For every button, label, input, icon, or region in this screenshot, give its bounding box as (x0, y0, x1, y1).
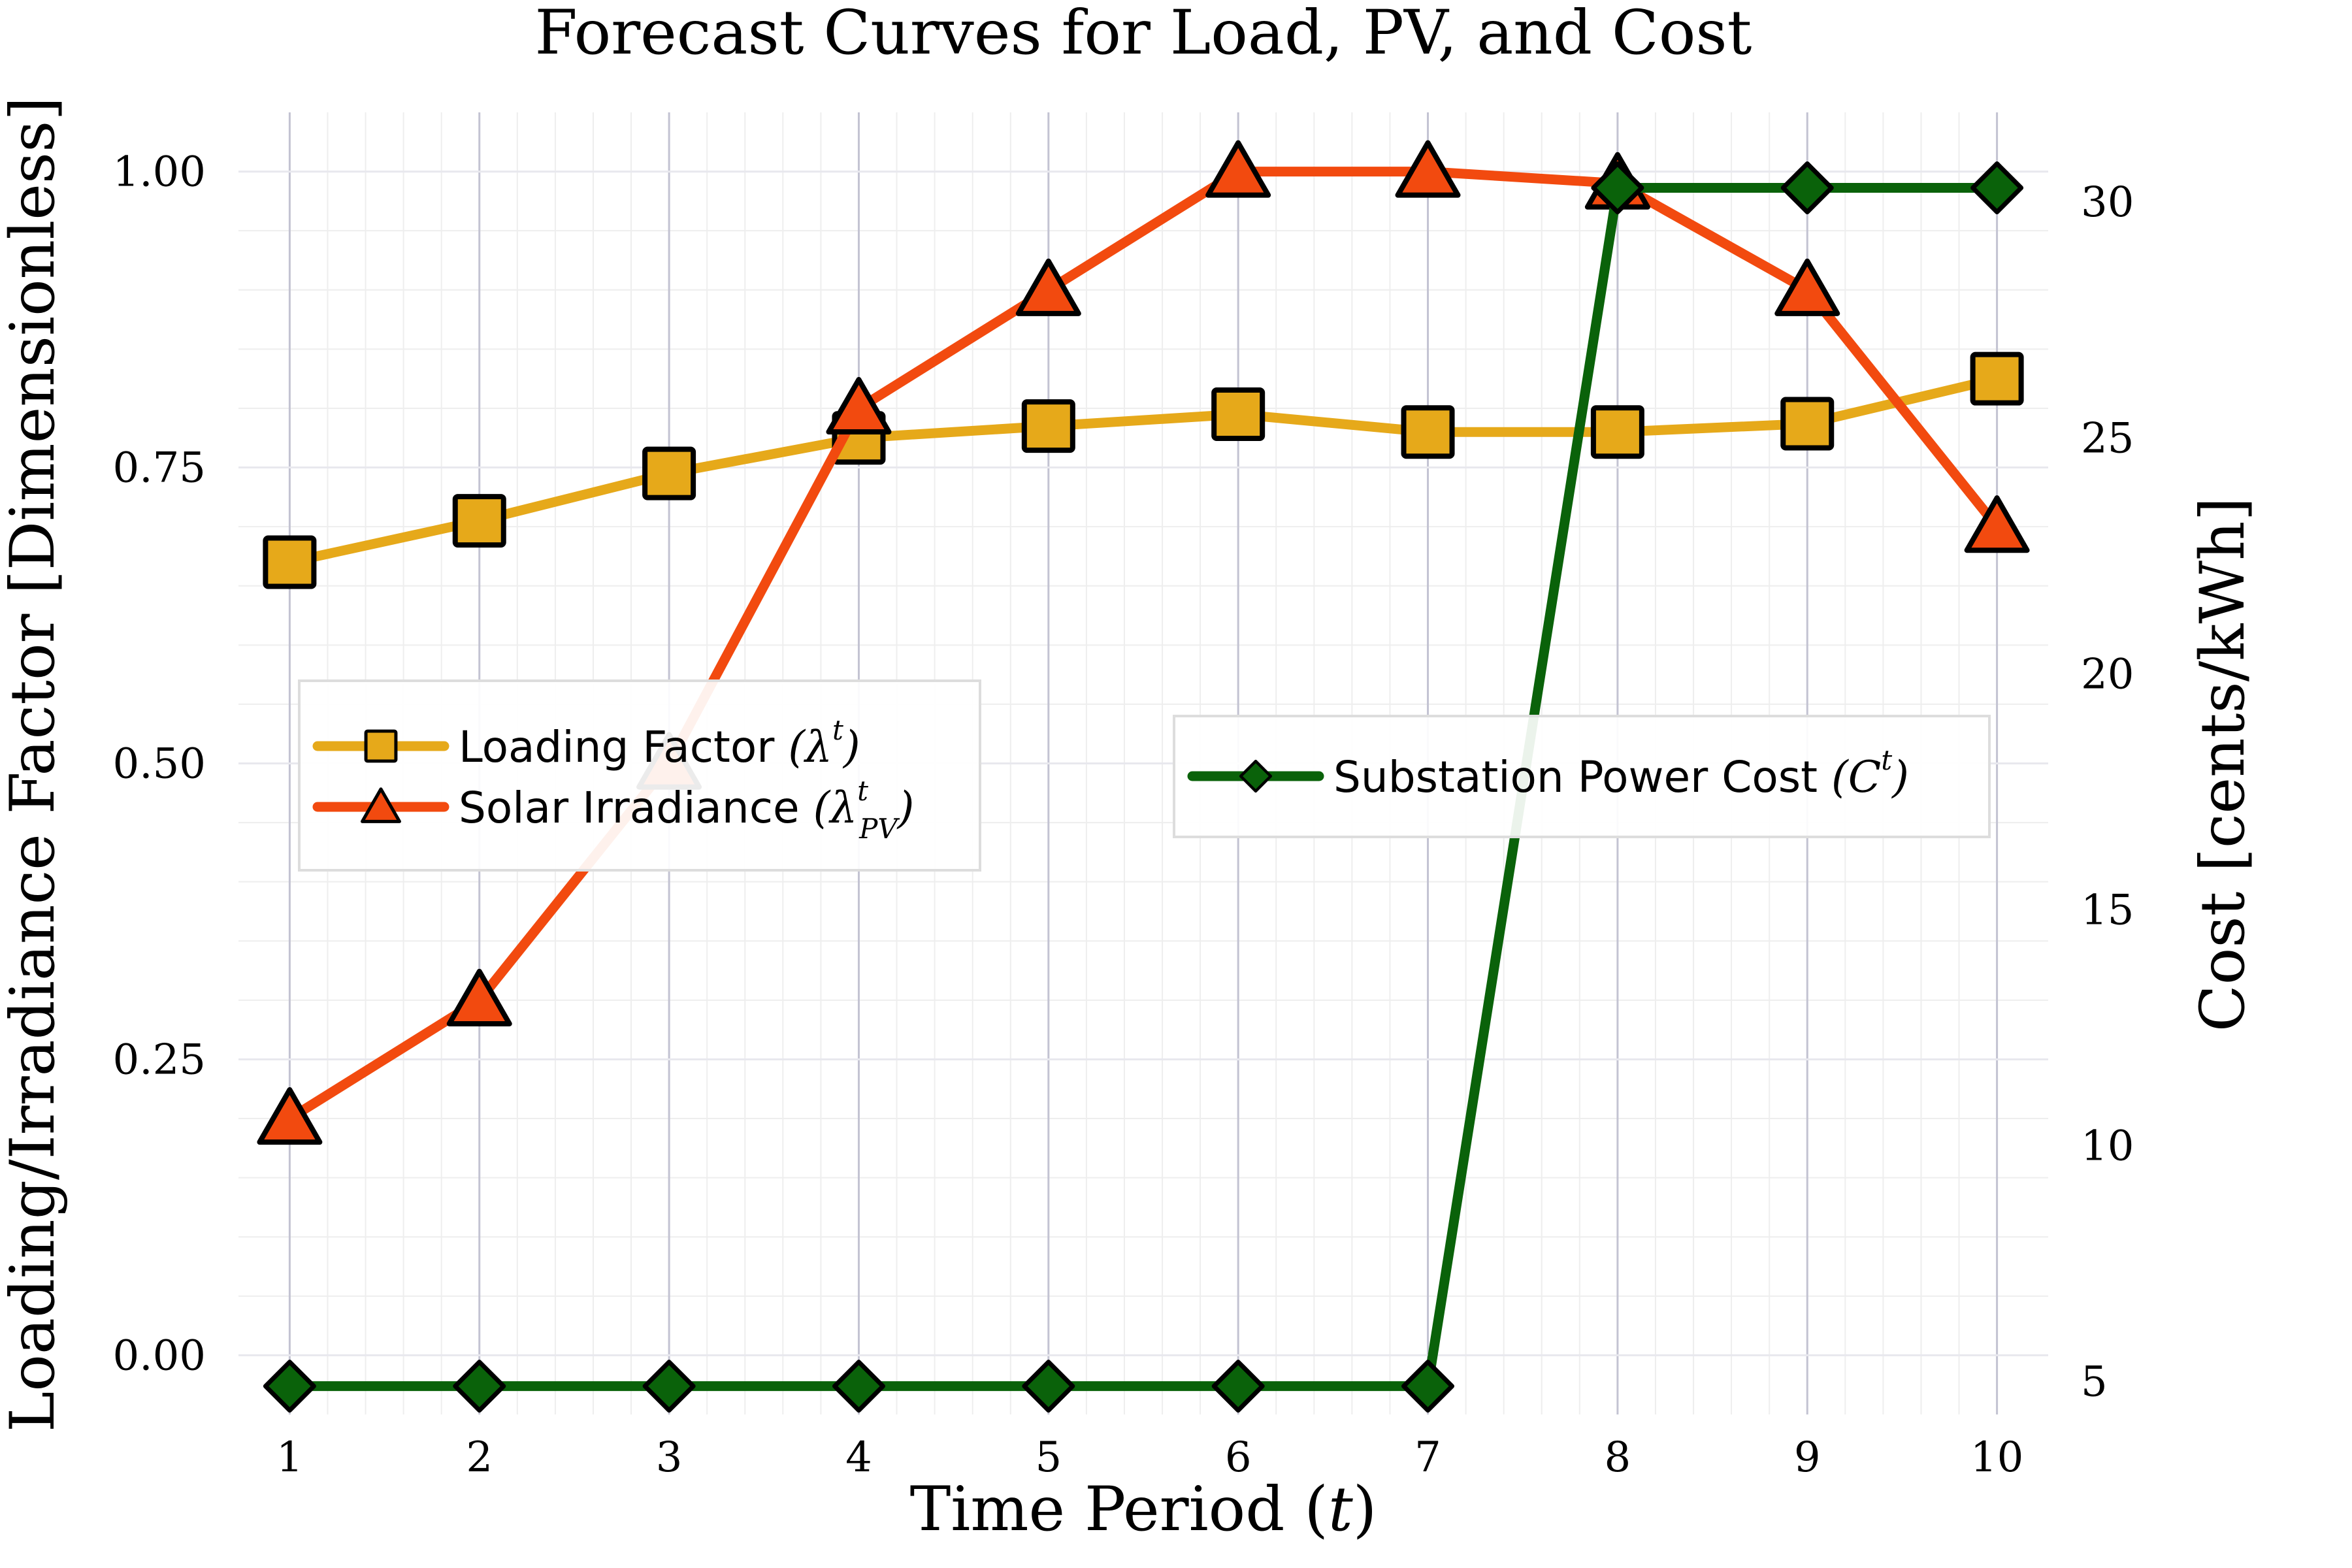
data-point-square (1021, 399, 1075, 453)
y2-tick-label: 25 (2081, 414, 2134, 463)
data-point-diamond (1022, 1360, 1075, 1413)
data-point-triangle (1015, 258, 1081, 316)
data-point-square (1970, 351, 2024, 406)
data-point-diamond (1239, 759, 1273, 793)
legend-label: Solar Irradiance (λt PV) (459, 775, 914, 845)
data-point-square (1211, 387, 1266, 442)
x-tick-label: 2 (466, 1433, 493, 1482)
y2-tick-label: 10 (2081, 1122, 2134, 1170)
legend-box (298, 679, 981, 872)
chart-title: Forecast Curves for Load, PV, and Cost (535, 0, 1752, 69)
legend-marker (364, 729, 398, 763)
y2-tick-label: 20 (2081, 650, 2134, 698)
data-point-diamond (1970, 161, 2024, 215)
series-layer (257, 140, 2030, 1413)
x-tick-label: 3 (656, 1433, 683, 1482)
data-point-square (1780, 397, 1835, 451)
data-point-square (1590, 405, 1644, 459)
series-line-diamond (284, 183, 2002, 1392)
x-tick-label: 1 (276, 1433, 303, 1482)
x-tick-label: 4 (845, 1433, 872, 1482)
data-point-square (364, 729, 398, 763)
y2-axis-label: Cost [cents/kWh] (2187, 497, 2259, 1032)
legend-label: Loading Factor (λt) (459, 714, 860, 772)
y-tick-label: 0.75 (113, 444, 206, 493)
legend-series-left: Loading Factor (λt)Solar Irradiance (λt P… (298, 679, 981, 872)
data-point-diamond (1211, 1360, 1265, 1413)
data-point-diamond (1780, 161, 1834, 215)
data-point-triangle (446, 968, 512, 1026)
legend-label: Substation Power Cost (Ct) (1333, 744, 1909, 802)
legend-marker (361, 787, 402, 823)
y-tick-label: 1.00 (113, 148, 206, 197)
data-point-triangle (257, 1087, 323, 1145)
data-point-square (452, 494, 506, 548)
axes-layer: 1 2 3 4 5 6 7 8 9 10 0.00 0.25 0.50 0.75 1.00 5 10 15 20 25… (113, 148, 2134, 1482)
data-point-diamond (453, 1360, 506, 1413)
y2-tick-label: 30 (2081, 178, 2134, 227)
data-point-triangle (361, 787, 402, 823)
x-axis-label: Time Period (t) (910, 1474, 1377, 1545)
x-tick-label: 6 (1225, 1433, 1252, 1482)
x-tick-label: 9 (1794, 1433, 1821, 1482)
y-tick-label: 0.25 (113, 1036, 206, 1084)
data-point-diamond (263, 1360, 316, 1413)
data-point-diamond (1591, 161, 1644, 215)
x-tick-label: 7 (1414, 1433, 1441, 1482)
data-point-square (263, 535, 317, 589)
data-point-triangle (1964, 495, 2030, 553)
series-square (263, 351, 2024, 589)
x-tick-label: 10 (1970, 1433, 2023, 1482)
y-axis-label: Loading/Irradiance Factor [Dimensionless… (0, 97, 69, 1432)
data-point-triangle (826, 376, 892, 435)
data-point-triangle (1205, 140, 1271, 198)
data-point-diamond (832, 1360, 885, 1413)
x-tick-label: 8 (1605, 1433, 1631, 1482)
series-line-square (284, 374, 2002, 567)
data-point-square (1401, 405, 1455, 459)
y2-tick-label: 15 (2081, 886, 2134, 934)
data-point-triangle (1395, 140, 1461, 198)
legend-marker (1239, 759, 1273, 793)
legend-series-right: Substation Power Cost (Ct) (1173, 715, 1991, 838)
series-diamond (263, 161, 2024, 1413)
y2-tick-label: 5 (2081, 1358, 2108, 1406)
data-point-diamond (1401, 1360, 1455, 1413)
data-point-diamond (642, 1360, 696, 1413)
y-tick-label: 0.00 (113, 1331, 206, 1380)
y-tick-label: 0.50 (113, 740, 206, 789)
data-point-triangle (1774, 258, 1840, 316)
data-point-square (642, 446, 696, 500)
x-tick-label: 5 (1035, 1433, 1062, 1482)
series-line-triangle (284, 167, 2002, 1124)
